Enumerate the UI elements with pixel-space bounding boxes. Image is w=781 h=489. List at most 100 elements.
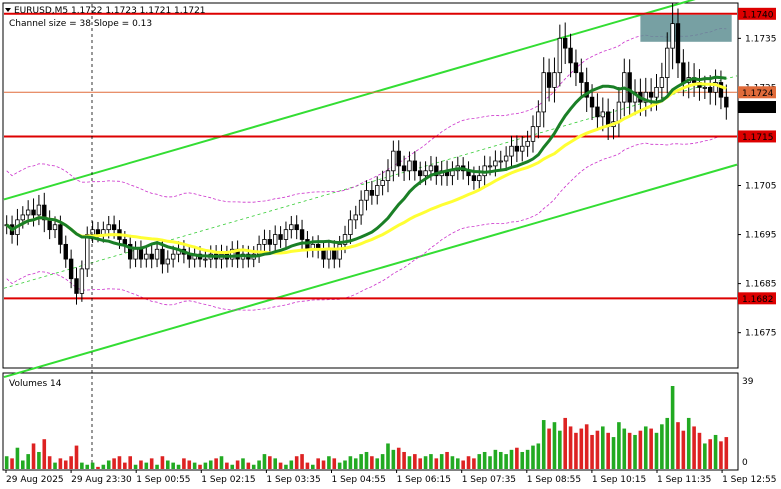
candle-body xyxy=(42,204,47,221)
y-tick-label: 1.1675 xyxy=(745,329,777,339)
volume-bar xyxy=(708,439,713,469)
highlight-zone xyxy=(640,14,732,42)
candle-body xyxy=(294,224,299,231)
candle-body xyxy=(90,229,95,235)
x-tick-label: 1 Sep 00:55 xyxy=(136,475,190,485)
volume-bar xyxy=(10,458,14,469)
volume-bar xyxy=(450,456,455,469)
volume-bar xyxy=(692,426,696,469)
volume-bar xyxy=(455,458,460,469)
x-tick-label: 1 Sep 03:35 xyxy=(266,475,320,485)
volume-bar xyxy=(123,462,127,469)
candle-body xyxy=(514,145,520,152)
candle-body xyxy=(364,190,369,201)
volume-bar xyxy=(563,417,568,469)
candle-body xyxy=(63,243,68,260)
volume-bar xyxy=(219,456,224,469)
envelope-bands xyxy=(6,28,727,311)
volume-bar xyxy=(558,430,562,469)
candle-body xyxy=(396,150,401,167)
volume-bar xyxy=(418,458,423,469)
volume-bar xyxy=(504,454,508,469)
candle-body xyxy=(36,204,42,216)
volume-bar xyxy=(375,458,380,469)
time-axis: 29 Aug 2025 29 Aug 23:30 1 Sep 00:55 1 Sep … xyxy=(5,470,776,485)
candle-body xyxy=(568,47,573,64)
volume-bar xyxy=(713,434,718,469)
volume-bar xyxy=(531,445,535,469)
volume-bar xyxy=(364,451,369,469)
candle-body xyxy=(68,258,74,280)
candle-body xyxy=(595,106,600,118)
candle-body xyxy=(299,229,305,240)
price-label-1.1724: 1.1724 xyxy=(742,89,774,99)
candle-body xyxy=(579,72,584,83)
volume-bar xyxy=(488,456,492,469)
volume-bar xyxy=(568,426,573,469)
candle-body xyxy=(589,96,595,108)
volume-bar xyxy=(584,424,589,469)
volume-bar xyxy=(310,464,315,469)
candle-body xyxy=(401,165,407,172)
candle-body xyxy=(149,253,154,260)
candle-body xyxy=(128,243,133,260)
volume-bar xyxy=(327,456,331,469)
volume-bar xyxy=(106,460,111,469)
price-label-1.1715: 1.1715 xyxy=(742,133,774,143)
candle-body xyxy=(552,72,557,88)
volume-bar xyxy=(85,464,90,469)
volume-bar xyxy=(536,443,541,469)
volume-bar xyxy=(69,456,73,469)
volume-bar xyxy=(133,464,138,469)
volume-bar xyxy=(703,443,707,469)
volume-bar xyxy=(498,451,503,469)
volume-bar xyxy=(719,441,723,469)
volume-bar xyxy=(402,451,406,469)
volume-bar xyxy=(697,432,702,469)
highlight-box xyxy=(640,14,732,42)
volume-bar xyxy=(439,454,444,469)
volume-bar xyxy=(724,437,729,469)
volume-bar xyxy=(160,456,165,469)
candle-body xyxy=(283,229,289,240)
candle-body xyxy=(654,86,659,98)
volume-bar xyxy=(407,456,412,469)
sma-fast-line xyxy=(5,75,727,258)
volume-bar xyxy=(353,458,358,469)
volume-bar xyxy=(58,458,63,469)
volume-bar xyxy=(203,462,208,469)
candle-body xyxy=(20,214,25,221)
volume-bar xyxy=(187,460,192,469)
candle-body xyxy=(675,23,681,64)
y-tick-label: 1.1695 xyxy=(745,231,777,241)
candle-body xyxy=(25,209,31,216)
volume-bar xyxy=(413,454,417,469)
volume-bar xyxy=(579,428,584,469)
volume-bar xyxy=(649,428,653,469)
price-label-bg-1.1724 xyxy=(738,86,776,99)
channel-upper-line xyxy=(3,0,696,201)
volume-bar xyxy=(149,458,154,469)
candle-body xyxy=(348,219,353,235)
price-label-bg-1.1715 xyxy=(738,130,776,143)
volume-bar xyxy=(305,462,310,469)
candle-body xyxy=(412,160,418,172)
candle-body xyxy=(358,199,364,216)
volume-bar xyxy=(676,422,680,469)
candle-body xyxy=(627,72,632,103)
volume-bar xyxy=(590,434,594,469)
candle-body xyxy=(713,82,718,93)
candle-body xyxy=(170,253,176,260)
volume-bar xyxy=(654,432,659,469)
volume-bar xyxy=(176,464,181,469)
volume-bar xyxy=(643,426,648,469)
volume-bar xyxy=(547,428,551,469)
dropdown-arrow-icon[interactable] xyxy=(5,8,11,12)
volume-bar xyxy=(15,447,20,469)
candle-body xyxy=(541,72,546,113)
volume-bar xyxy=(208,460,213,469)
candle-body xyxy=(418,170,423,177)
volume-bar xyxy=(294,456,299,469)
volume-bar xyxy=(611,437,616,469)
